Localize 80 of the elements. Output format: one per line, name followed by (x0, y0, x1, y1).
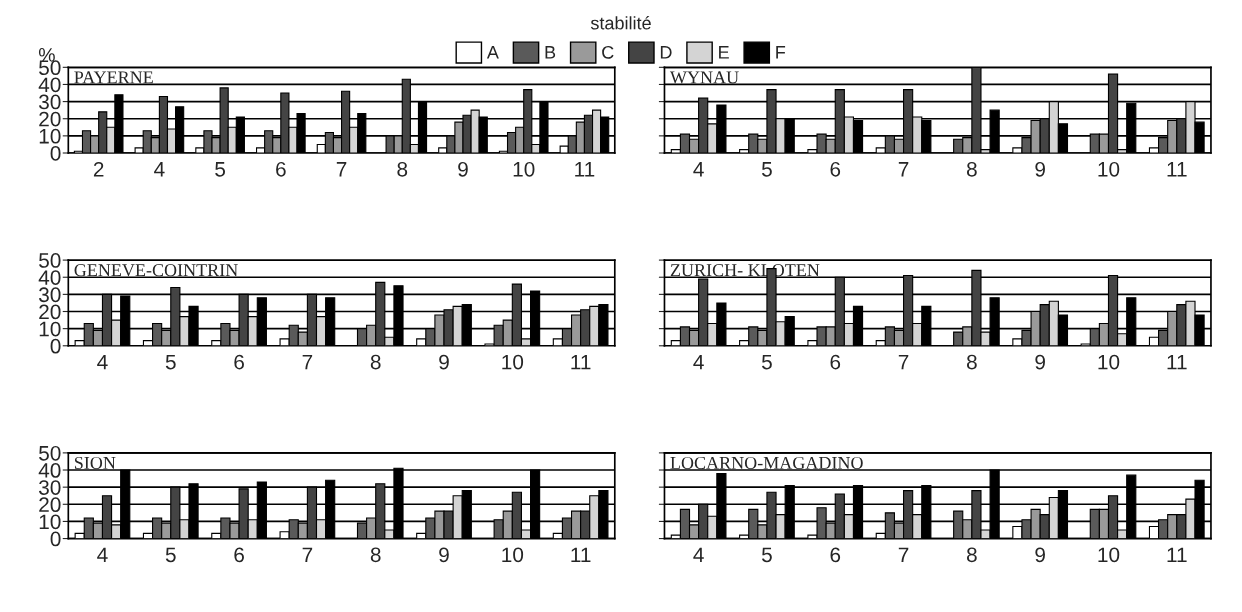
x-tick-label: 8 (966, 161, 977, 177)
x-tick-label: 11 (571, 354, 591, 370)
x-tick-label: 4 (154, 162, 165, 177)
y-tick-label: 20 (39, 111, 61, 127)
x-tick-label: 7 (336, 162, 347, 177)
x-tick-label: 6 (830, 354, 841, 370)
y-tick-label: 40 (38, 77, 61, 93)
chart-title: LOCARNO-MAGADINO (670, 456, 863, 470)
x-tick-label: 6 (830, 161, 841, 177)
x-tick-label: 9 (439, 547, 449, 563)
y-tick-label: 20 (39, 497, 61, 513)
x-tick-label: 7 (898, 547, 909, 562)
x-tick-label: 10 (513, 161, 535, 177)
x-tick-label: 5 (761, 162, 772, 177)
y-tick-label: 30 (38, 480, 61, 495)
x-tick-label: 7 (302, 354, 313, 370)
legend-label: C (602, 45, 614, 59)
x-tick-label: 7 (302, 547, 313, 562)
x-tick-label: 4 (693, 354, 704, 370)
x-tick-label: 11 (1167, 547, 1187, 562)
chart-title: SION (74, 456, 116, 470)
x-tick-label: 5 (761, 547, 772, 563)
legend-label: A (486, 46, 499, 59)
y-tick-label: 20 (39, 304, 61, 320)
x-tick-label: 10 (1098, 161, 1120, 177)
legend-title: stabilité (590, 16, 651, 30)
x-tick-label: 7 (898, 162, 909, 177)
x-tick-label: 10 (502, 547, 524, 563)
x-tick-label: 5 (165, 354, 176, 370)
x-tick-label: 4 (693, 162, 704, 177)
chart-title: GENEVE-COINTRIN (74, 264, 238, 277)
x-tick-label: 9 (1035, 161, 1045, 177)
y-tick-label: 10 (39, 128, 61, 144)
x-tick-label: 10 (502, 354, 524, 370)
legend-label: E (719, 46, 729, 59)
x-tick-label: 6 (276, 161, 286, 177)
x-tick-label: 9 (458, 161, 468, 177)
y-tick-label: 50 (39, 253, 61, 268)
x-tick-label: 2 (93, 161, 104, 177)
x-tick-label: 5 (215, 162, 226, 177)
x-tick-label: 6 (830, 547, 841, 563)
x-tick-label: 6 (234, 354, 244, 370)
x-tick-label: 4 (97, 547, 108, 562)
x-tick-label: 11 (575, 162, 595, 177)
x-tick-label: 10 (1098, 547, 1120, 563)
y-tick-label: 10 (39, 514, 61, 530)
x-tick-label: 9 (1035, 354, 1045, 370)
y-tick-label: 50 (39, 60, 61, 76)
y-tick-label: 10 (39, 321, 61, 337)
x-tick-label: 4 (693, 547, 704, 562)
x-tick-label: 8 (966, 547, 977, 563)
legend-label: D (660, 46, 672, 59)
x-tick-label: 11 (1167, 354, 1187, 370)
x-tick-label: 10 (1098, 354, 1120, 370)
chart-title: WYNAU (669, 71, 739, 84)
legend-label: B (545, 46, 556, 59)
y-tick-label: 0 (50, 338, 61, 354)
x-tick-label: 5 (165, 547, 176, 563)
x-tick-label: 6 (234, 547, 244, 563)
x-tick-label: 8 (370, 547, 381, 563)
x-tick-label: 4 (97, 354, 108, 370)
x-tick-label: 5 (761, 354, 772, 370)
x-tick-label: 8 (397, 161, 408, 177)
chart-title: PAYERNE (74, 71, 153, 84)
x-tick-label: 7 (898, 354, 909, 370)
y-axis-title: % (38, 48, 55, 62)
y-tick-label: 30 (38, 287, 61, 303)
x-tick-label: 11 (1167, 162, 1187, 177)
y-tick-label: 40 (38, 463, 61, 478)
legend-label: F (776, 46, 786, 59)
y-tick-label: 50 (39, 445, 61, 461)
x-tick-label: 9 (1035, 547, 1045, 563)
y-tick-label: 0 (50, 531, 61, 547)
x-tick-label: 8 (966, 354, 977, 370)
y-tick-label: 30 (38, 94, 61, 110)
x-tick-label: 11 (571, 547, 591, 562)
y-tick-label: 40 (38, 270, 61, 285)
x-tick-label: 9 (439, 354, 449, 370)
y-tick-label: 0 (50, 146, 61, 161)
x-tick-label: 8 (370, 354, 381, 370)
